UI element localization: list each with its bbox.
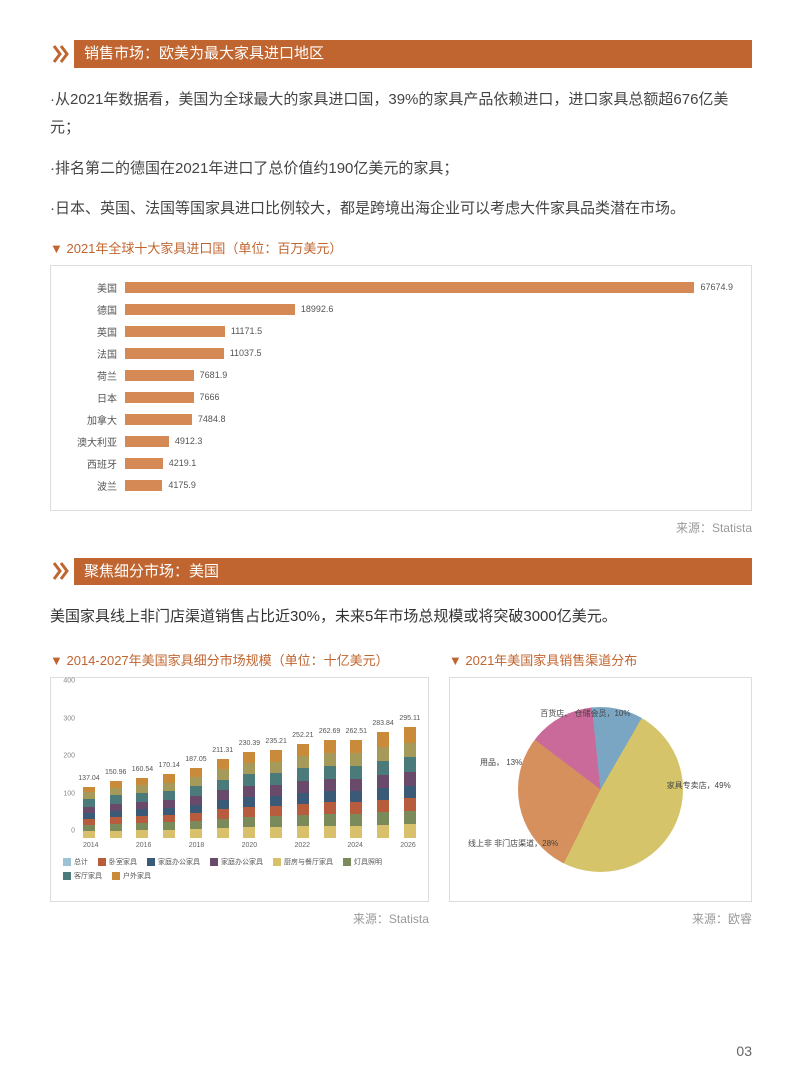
pie-chart-title: 2021年美国家具销售渠道分布 [449, 650, 752, 669]
section1-title: 销售市场：欧美为最大家具进口地区 [74, 40, 752, 68]
stacked-bar: 170.14 [163, 774, 175, 838]
pie-label: 用品， 13% [480, 758, 522, 768]
source-1: 来源：Statista [50, 519, 752, 536]
stacked-bar: 235.21 [270, 750, 282, 838]
stacked-bar: 137.04 [83, 787, 95, 838]
stacked-bar: 150.96 [110, 781, 122, 838]
pie-label: 家具专卖店，49% [667, 781, 731, 791]
section2-title: 聚焦细分市场：美国 [74, 558, 752, 586]
hbar-row: 西班牙4219.1 [69, 456, 733, 471]
stacked-bar: 211.31 [217, 759, 229, 838]
hbar-row: 法国11037.5 [69, 346, 733, 361]
bullet-2: ·排名第二的德国在2021年进口了总价值约190亿美元的家具； [50, 155, 752, 184]
hbar-row: 加拿大7484.8 [69, 412, 733, 427]
bullet-3: ·日本、英国、法国等国家具进口比例较大，都是跨境出海企业可以考虑大件家具品类潜在… [50, 195, 752, 224]
page-number: 03 [736, 1043, 752, 1059]
section1-header: 销售市场：欧美为最大家具进口地区 [50, 40, 752, 68]
bullet-1: ·从2021年数据看，美国为全球最大的家具进口国，39%的家具产品依赖进口，进口… [50, 86, 752, 143]
hbar-row: 美国67674.9 [69, 280, 733, 295]
stacked-bar: 160.54 [136, 778, 148, 838]
hbar-row: 澳大利亚4912.3 [69, 434, 733, 449]
hbar-row: 德国18992.6 [69, 302, 733, 317]
stacked-bar-chart: 0100200300400137.04150.96160.54170.14187… [50, 677, 429, 902]
source-left: 来源：Statista [50, 910, 429, 927]
source-right: 来源：欧睿 [449, 910, 752, 927]
stacked-bar: 230.39 [243, 752, 255, 838]
hbar-row: 波兰4175.9 [69, 478, 733, 493]
chevrons-icon [50, 42, 74, 66]
pie-label: 百货店、 仓储会员，10% [540, 709, 630, 719]
stacked-chart-title: 2014-2027年美国家具细分市场规模（单位：十亿美元） [50, 650, 429, 669]
stacked-bar: 262.51 [350, 740, 362, 838]
stacked-bar: 262.69 [324, 740, 336, 838]
pie-label: 线上非 非门店渠道，28% [468, 839, 558, 849]
bar-chart: 美国67674.9 德国18992.6 英国11171.5 法国11037.5 荷兰76… [50, 265, 752, 511]
bar-chart-title: 2021年全球十大家具进口国（单位：百万美元） [50, 238, 752, 257]
section2-header: 聚焦细分市场：美国 [50, 558, 752, 586]
stacked-bar: 283.84 [377, 732, 389, 838]
stacked-bar: 295.11 [404, 727, 416, 838]
chevrons-icon [50, 559, 74, 583]
hbar-row: 日本7666 [69, 390, 733, 405]
stacked-bar: 187.05 [190, 768, 202, 838]
hbar-row: 荷兰7681.9 [69, 368, 733, 383]
section2-lead: 美国家具线上非门店渠道销售占比近30%，未来5年市场总规模或将突破3000亿美元… [50, 603, 752, 630]
pie-chart: 家具专卖店，49% 线上非 非门店渠道，28% 用品， 13% 百货店、 仓储会员，1… [449, 677, 752, 902]
stacked-bar: 252.21 [297, 744, 309, 839]
hbar-row: 英国11171.5 [69, 324, 733, 339]
